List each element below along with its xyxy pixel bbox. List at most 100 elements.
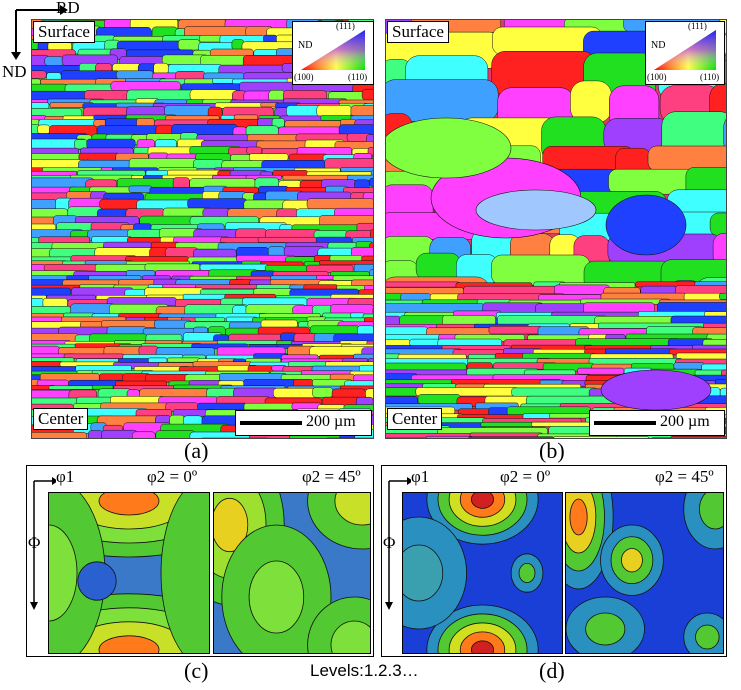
grain xyxy=(66,275,91,281)
grain xyxy=(670,435,726,438)
ipf-legend-a xyxy=(292,21,374,85)
grain xyxy=(177,39,201,51)
grain xyxy=(386,292,404,301)
grain xyxy=(306,264,354,274)
grain xyxy=(32,102,50,109)
grain xyxy=(349,370,373,376)
large-grain xyxy=(600,369,712,411)
grain xyxy=(128,185,153,193)
grain xyxy=(187,198,248,209)
ipf-100-a: (100) xyxy=(294,72,314,82)
ipf-nd-b: ND xyxy=(651,40,666,51)
grain xyxy=(386,437,436,438)
ipf-100-b: (100) xyxy=(647,72,667,82)
grain xyxy=(260,319,298,329)
grain xyxy=(220,237,260,244)
center-label-b: Center xyxy=(387,408,443,430)
large-grain xyxy=(605,194,687,256)
grain xyxy=(719,292,726,300)
grain xyxy=(316,105,352,117)
grain xyxy=(32,287,72,296)
grain xyxy=(32,316,63,322)
grain xyxy=(37,124,51,135)
grain xyxy=(194,317,226,322)
grain xyxy=(32,298,44,307)
caption-b: (b) xyxy=(539,438,565,463)
grain xyxy=(369,177,373,187)
odf-contour xyxy=(699,493,723,530)
center-label-a: Center xyxy=(33,408,89,430)
Phi-label-d: Φ xyxy=(383,533,396,552)
grain xyxy=(309,325,360,334)
grain xyxy=(577,367,625,375)
phi1-phi-axes-c xyxy=(26,476,58,616)
odf-c-phi2-45 xyxy=(213,492,371,654)
grain xyxy=(554,284,610,295)
grain xyxy=(199,263,269,271)
grain xyxy=(257,236,318,243)
grain xyxy=(198,35,223,43)
grain xyxy=(38,236,91,244)
odf-contour xyxy=(214,497,249,553)
caption-a: (a) xyxy=(184,438,209,463)
phi1-label-d: φ1 xyxy=(411,467,430,486)
ipf-111-a: (111) xyxy=(336,21,355,31)
grain xyxy=(425,435,473,438)
grain xyxy=(195,284,260,290)
odf-contour xyxy=(470,640,495,653)
ebsd-map-a xyxy=(31,19,374,439)
odf-contour xyxy=(334,493,370,526)
scalebar-text-a: 200 µm xyxy=(306,413,356,430)
grain xyxy=(709,212,726,237)
odf-contour xyxy=(585,612,626,646)
phi2-0-label-d: φ2 = 0º xyxy=(500,467,551,486)
levels-label: Levels:1.2.3… xyxy=(310,661,419,680)
scalebar-line-a xyxy=(240,421,302,425)
grain xyxy=(531,421,597,427)
nd-label: ND xyxy=(2,62,27,81)
rd-nd-axes xyxy=(2,0,112,80)
grain xyxy=(468,436,554,438)
grain xyxy=(155,430,196,438)
grain xyxy=(340,167,373,172)
grain xyxy=(353,374,373,383)
odf-contour xyxy=(330,620,370,653)
grain xyxy=(32,361,63,367)
ebsd-map-b xyxy=(385,19,727,439)
ipf-legend-b xyxy=(645,21,725,85)
caption-c: (c) xyxy=(184,658,209,683)
ipf-110-a: (110) xyxy=(348,72,368,82)
grain xyxy=(197,402,248,411)
phi2-45-label-c: φ2 = 45º xyxy=(302,467,361,486)
surface-label-a: Surface xyxy=(33,21,95,43)
grain xyxy=(359,364,373,373)
grain xyxy=(306,198,373,210)
grain xyxy=(291,402,322,410)
grain xyxy=(116,70,154,80)
grain xyxy=(719,387,726,399)
grain xyxy=(365,388,373,400)
grain xyxy=(488,325,543,335)
odf-c-phi2-0 xyxy=(48,492,210,654)
grain xyxy=(153,62,169,75)
grain xyxy=(148,357,168,363)
grain xyxy=(40,78,103,85)
grain xyxy=(491,254,591,286)
grain xyxy=(361,88,373,101)
grain xyxy=(415,252,461,281)
grain xyxy=(604,348,678,355)
odf-contour xyxy=(695,624,720,650)
grain xyxy=(312,387,334,398)
caption-d: (d) xyxy=(539,658,565,683)
grain xyxy=(351,279,373,287)
grain xyxy=(676,352,726,360)
odf-d-phi2-0 xyxy=(402,492,563,654)
ipf-111-b: (111) xyxy=(688,21,707,31)
grain xyxy=(44,56,64,67)
grain xyxy=(723,118,726,151)
ebsd-map-a-grains xyxy=(32,20,373,438)
odf-contour xyxy=(160,493,209,653)
grain xyxy=(200,55,247,66)
odf-contour xyxy=(49,524,78,622)
odf-contour xyxy=(248,560,305,634)
